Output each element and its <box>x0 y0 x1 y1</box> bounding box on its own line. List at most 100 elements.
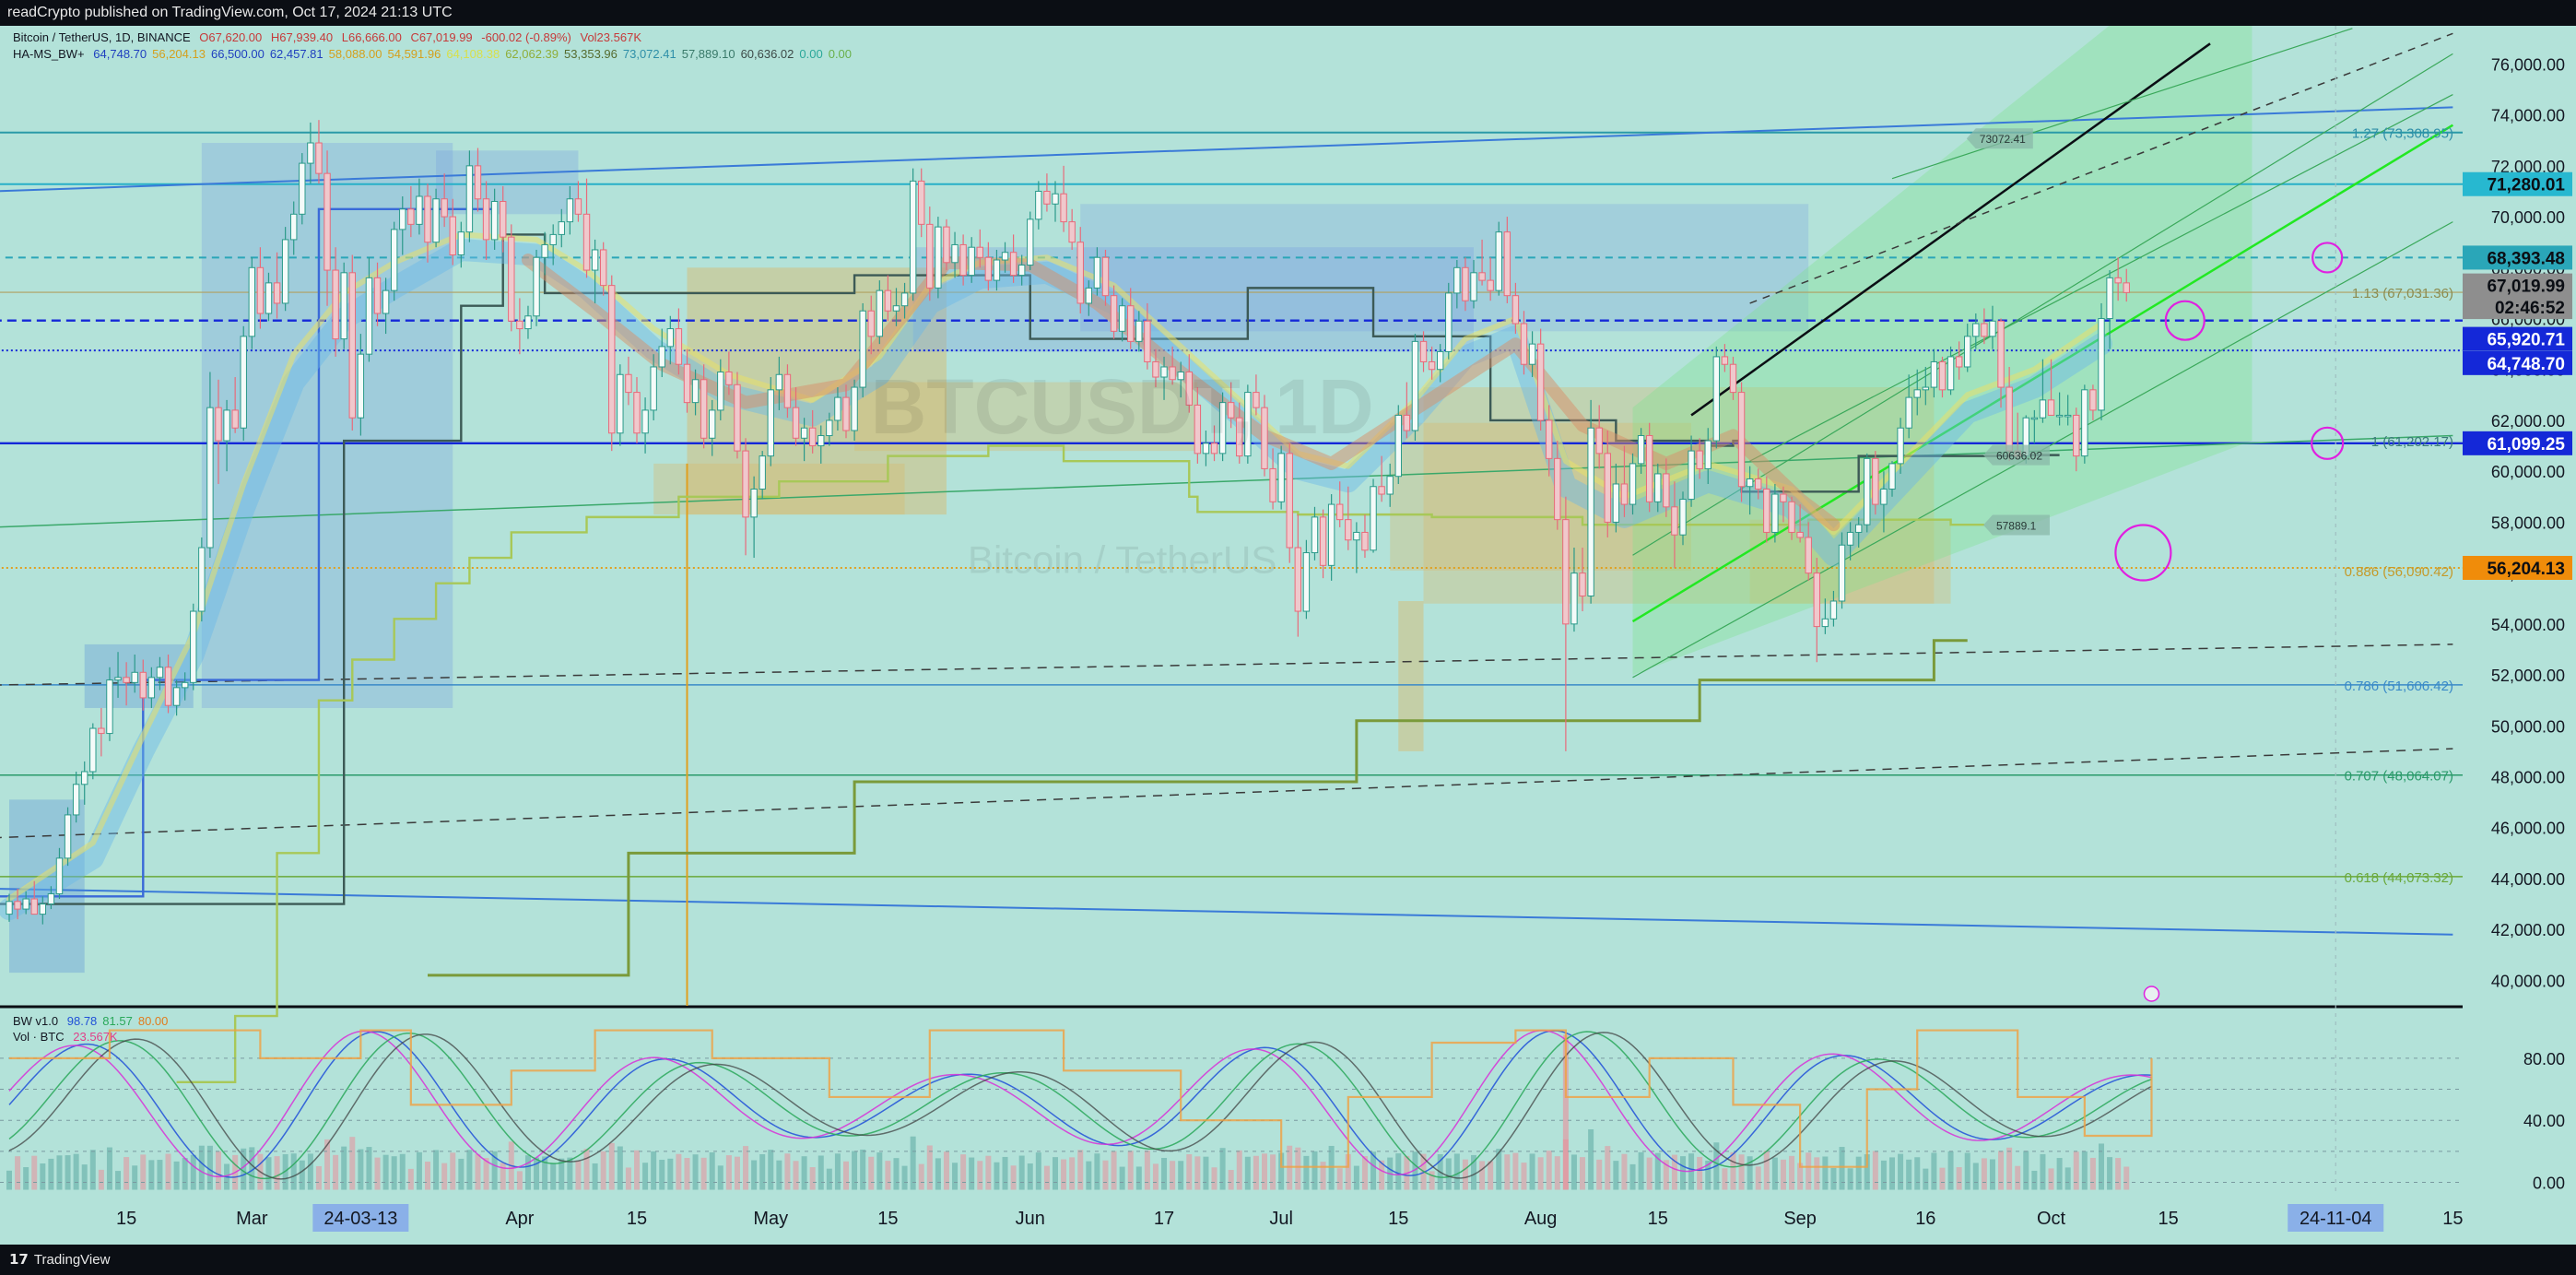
volume-bar <box>1496 1149 1502 1190</box>
volume-bar <box>333 1154 339 1190</box>
volume-bar <box>751 1160 758 1190</box>
candle-body <box>47 893 55 905</box>
candle-body <box>1981 323 1988 337</box>
volume-bar <box>2006 1147 2013 1190</box>
fib-label-1: 1.13 (67,031.36) <box>2352 286 2453 301</box>
volume-bar <box>1730 1151 1736 1190</box>
candle-body <box>340 272 347 340</box>
candle-body <box>55 857 64 895</box>
candle-body <box>524 315 532 330</box>
volume-bar <box>868 1156 875 1190</box>
candle-body <box>800 427 808 439</box>
candle-body <box>139 671 147 699</box>
volume-bar <box>817 1155 824 1190</box>
candle-body <box>608 285 616 434</box>
candle-body <box>1854 524 1863 533</box>
price-tick-7: 62,000.00 <box>2491 412 2565 431</box>
volume-bar <box>784 1153 791 1190</box>
candle-body <box>851 386 858 431</box>
volume-bar <box>2073 1151 2079 1190</box>
candle-body <box>1009 252 1017 277</box>
volume-bar <box>1061 1159 1067 1190</box>
candle-body <box>1905 396 1912 429</box>
volume-bar <box>684 1158 690 1190</box>
volume-bar <box>1262 1153 1267 1190</box>
volume-bar <box>433 1150 440 1190</box>
candle-body <box>490 201 499 241</box>
price-tick-16: 44,000.00 <box>2491 870 2565 889</box>
candle-body <box>876 289 884 337</box>
candle-body <box>2073 414 2080 457</box>
volume-bar <box>1646 1157 1653 1190</box>
candle-body <box>1520 323 1528 365</box>
volume-bar <box>475 1153 481 1190</box>
volume-bar <box>1814 1157 1820 1190</box>
candle-body <box>357 353 365 419</box>
candle-body <box>808 427 817 447</box>
candle-body <box>474 165 482 200</box>
time-label-5: May <box>753 1209 788 1229</box>
price-tick-14: 48,000.00 <box>2491 769 2565 787</box>
candle-body <box>6 901 13 915</box>
volume-bar <box>516 1171 523 1190</box>
time-label-2: 24-03-13 <box>323 1209 397 1229</box>
price-label-bg-7 <box>2463 555 2572 580</box>
candle-body <box>666 328 675 348</box>
line-tag-bg-2 <box>1982 514 2050 536</box>
candle-body <box>1345 519 1352 541</box>
candle-body <box>918 180 925 225</box>
candle-body <box>373 277 382 314</box>
price-tick-15: 46,000.00 <box>2491 820 2565 838</box>
candle-body <box>307 142 314 164</box>
candle-body <box>2081 389 2088 457</box>
footer-brand: TradingView <box>33 1252 111 1268</box>
volume-bar <box>182 1158 188 1190</box>
candle-body <box>1236 417 1243 457</box>
candle-body <box>424 195 431 243</box>
candle-body <box>1487 279 1494 291</box>
volume-bar <box>793 1161 799 1190</box>
candle-body <box>1478 272 1486 281</box>
volume-bar <box>667 1158 674 1190</box>
volume-bar <box>1170 1161 1176 1190</box>
candle-body <box>1185 372 1193 406</box>
volume-bar <box>1361 1156 1368 1190</box>
volume-bar <box>1002 1156 1008 1190</box>
candle-body <box>1838 544 1846 602</box>
candle-body <box>842 396 850 431</box>
candle-body <box>72 784 80 816</box>
volume-bar <box>1789 1155 1795 1190</box>
candle-body <box>1144 320 1151 362</box>
volume-bar <box>2040 1153 2046 1190</box>
price-tick-0: 76,000.00 <box>2491 55 2565 74</box>
volume-bar <box>1161 1157 1168 1190</box>
volume-bar <box>1194 1156 1201 1190</box>
candle-body <box>290 213 298 241</box>
chart-frame[interactable]: BTCUSDT, 1D Bitcoin / TetherUS 1.27 (73,30… <box>0 26 2576 1245</box>
fib-label-6: 0.618 (44,073.32) <box>2345 870 2453 886</box>
osc-tick-1: 40.00 <box>2523 1112 2565 1130</box>
candle-body <box>457 231 465 255</box>
volume-bar <box>1763 1151 1770 1190</box>
candle-body <box>1152 360 1159 378</box>
candle-body <box>709 409 716 439</box>
osc-tick-0: 80.00 <box>2523 1050 2565 1068</box>
candle-body <box>1562 519 1570 625</box>
price-chart[interactable]: BTCUSDT, 1D Bitcoin / TetherUS 1.27 (73,30… <box>0 26 2576 1245</box>
candle-body <box>1110 295 1118 332</box>
time-label-13: Sep <box>1783 1209 1817 1229</box>
symbol-legend: Bitcoin / TetherUS, 1D, BINANCE O67,620.… <box>13 30 647 44</box>
volume-bar <box>73 1153 79 1190</box>
candle-body <box>206 407 214 549</box>
candle-body <box>2098 318 2105 411</box>
candle-body <box>1788 501 1795 533</box>
volume-bar <box>391 1156 397 1190</box>
candle-body <box>1579 573 1586 596</box>
indicator-value-7: 62,062.39 <box>505 47 559 61</box>
alert-icon <box>2143 986 2160 1002</box>
volume-bar <box>40 1163 46 1190</box>
volume-bar <box>1898 1153 1904 1190</box>
candle-body <box>859 310 866 388</box>
candle-body <box>1101 256 1110 297</box>
candle-body <box>39 903 47 915</box>
